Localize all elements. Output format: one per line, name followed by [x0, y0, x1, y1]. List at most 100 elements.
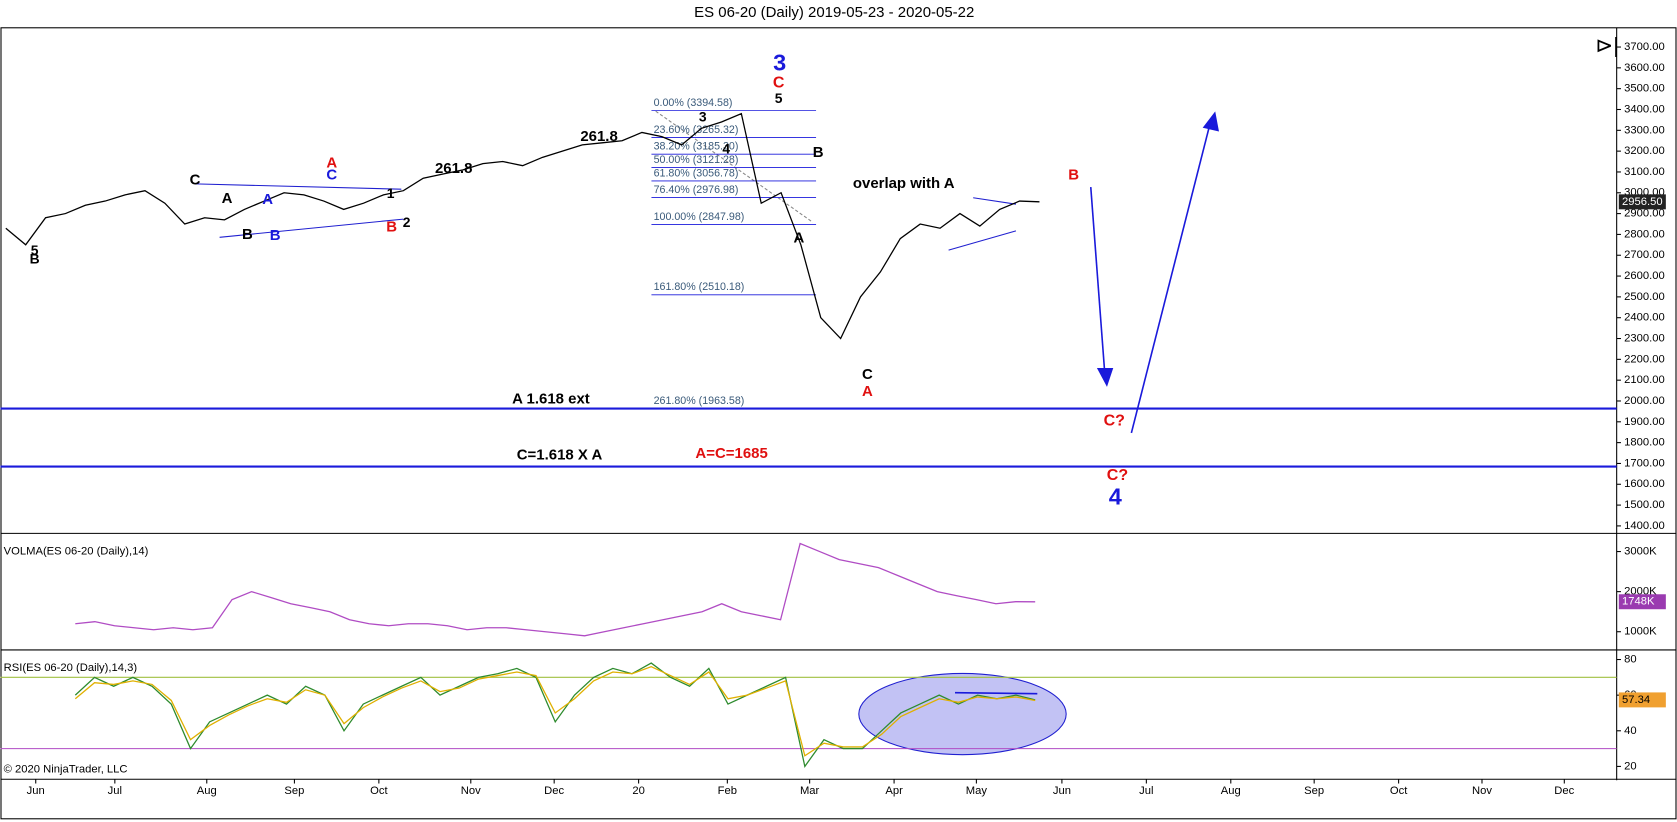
y-tick-label: 2300.00	[1624, 332, 1665, 344]
chart-title: ES 06-20 (Daily) 2019-05-23 - 2020-05-22	[694, 4, 974, 21]
fib-label: 50.00% (3121.28)	[654, 154, 739, 166]
annotation: A	[262, 191, 273, 208]
fib-label: 161.80% (2510.18)	[654, 281, 745, 293]
annotation: B	[386, 219, 397, 236]
y-tick-label: 2700.00	[1624, 249, 1665, 261]
annotation: A	[862, 383, 873, 400]
x-tick-label: Mar	[800, 785, 820, 797]
fib-label: 23.60% (3265.32)	[654, 124, 739, 136]
rsi-top-line	[955, 691, 1038, 695]
y-tick-label: 3100.00	[1624, 166, 1665, 178]
annotation: 3	[699, 108, 707, 124]
y-tick-label: 3600.00	[1624, 62, 1665, 74]
annotation: B	[30, 250, 40, 266]
fib-label: 261.80% (1963.58)	[654, 395, 745, 407]
x-tick-label: Jul	[1139, 785, 1153, 797]
annotation: 4	[1109, 483, 1122, 509]
fib-label: 38.20% (3185.30)	[654, 141, 739, 153]
annotation: 261.8	[580, 128, 617, 145]
arrows	[1089, 111, 1219, 434]
annotation: C	[190, 172, 201, 189]
x-tick-label: Apr	[885, 785, 903, 797]
last-value-box	[1618, 194, 1666, 210]
panel-label: VOLMA(ES 06-20 (Daily),14)	[4, 546, 149, 558]
annotation: 4	[722, 140, 730, 156]
trend-lines	[194, 110, 1017, 251]
last-value-label: 57.34	[1622, 694, 1650, 706]
y-tick-label: 1500.00	[1624, 499, 1665, 511]
y-tick-label: 20	[1624, 760, 1636, 772]
y-tick-label: 80	[1624, 653, 1636, 665]
annotation: 1	[387, 185, 395, 201]
x-tick-label: Feb	[718, 785, 737, 797]
y-tick-label: 2900.00	[1624, 208, 1665, 220]
last-value-box	[1618, 692, 1666, 708]
y-tick-label: 2200.00	[1624, 353, 1665, 365]
last-value-label: 2956.50	[1622, 196, 1663, 208]
x-tick-label: Aug	[1221, 785, 1241, 797]
frames	[0, 27, 1677, 820]
y-tick-label: 3300.00	[1624, 124, 1665, 136]
x-tick-label: Sep	[1304, 785, 1324, 797]
annotation: A	[222, 190, 233, 207]
fib-label: 76.40% (2976.98)	[654, 184, 739, 196]
y-tick-label: 1000K	[1624, 626, 1657, 638]
x-tick-label: Oct	[1390, 785, 1408, 797]
annotation: B	[1068, 166, 1079, 183]
annotation: C	[326, 166, 337, 183]
icon[interactable]: ⊳|	[1595, 34, 1618, 58]
y-tick-label: 1900.00	[1624, 416, 1665, 428]
y-tick-label: 1600.00	[1624, 478, 1665, 490]
fib-label: 100.00% (2847.98)	[654, 211, 745, 223]
x-tick-label: Dec	[1554, 785, 1574, 797]
annotation: C	[862, 366, 873, 383]
annotation: A	[794, 229, 805, 246]
y-tick-label: 2100.00	[1624, 374, 1665, 386]
annotation: C?	[1107, 466, 1128, 484]
annotation: B	[813, 144, 824, 161]
y-tick-label: 2600.00	[1624, 270, 1665, 282]
annotation: C=1.618 X A	[517, 446, 603, 463]
x-tick-label: Jun	[27, 785, 45, 797]
highlight-ellipse	[858, 672, 1067, 756]
y-tick-label: 2400.00	[1624, 312, 1665, 324]
x-tick-label: 20	[632, 785, 644, 797]
y-tick-label: 3700.00	[1624, 41, 1665, 53]
x-tick-label: Jul	[108, 785, 122, 797]
series-line	[5, 112, 1040, 340]
y-tick-label: 2500.00	[1624, 291, 1665, 303]
annotation: C?	[1104, 411, 1125, 429]
fib-label: 0.00% (3394.58)	[654, 97, 733, 109]
last-value-box	[1618, 594, 1666, 610]
copyright: © 2020 NinjaTrader, LLC	[4, 764, 128, 776]
annotation: 2	[403, 214, 411, 230]
annotation: B	[242, 226, 253, 243]
y-tick-label: 1800.00	[1624, 437, 1665, 449]
annotation: A 1.618 ext	[512, 391, 590, 408]
x-tick-label: Nov	[1472, 785, 1492, 797]
y-tick-label: 1700.00	[1624, 457, 1665, 469]
y-tick-label: 2000.00	[1624, 395, 1665, 407]
annotation: C	[773, 74, 785, 92]
y-tick-label: 1400.00	[1624, 520, 1665, 532]
x-tick-label: Oct	[370, 785, 388, 797]
x-tick-label: Aug	[197, 785, 217, 797]
series-line	[74, 665, 1036, 757]
x-tick-label: Dec	[544, 785, 564, 797]
annotation: A	[326, 154, 337, 171]
x-tick-label: Nov	[461, 785, 481, 797]
annotation: B	[270, 227, 281, 244]
y-tick-label: 2800.00	[1624, 228, 1665, 240]
x-tick-label: May	[966, 785, 988, 797]
annotation: 5	[775, 90, 783, 106]
series-line	[75, 542, 1036, 637]
annotation: A=C=1685	[695, 445, 767, 462]
annotation: 261.8	[435, 160, 472, 177]
x-tick-label: Sep	[284, 785, 304, 797]
panel-label: RSI(ES 06-20 (Daily),14,3)	[4, 662, 138, 674]
y-tick-label: 3400.00	[1624, 103, 1665, 115]
annotation: 5	[31, 242, 39, 258]
annotation: 3	[773, 49, 786, 75]
